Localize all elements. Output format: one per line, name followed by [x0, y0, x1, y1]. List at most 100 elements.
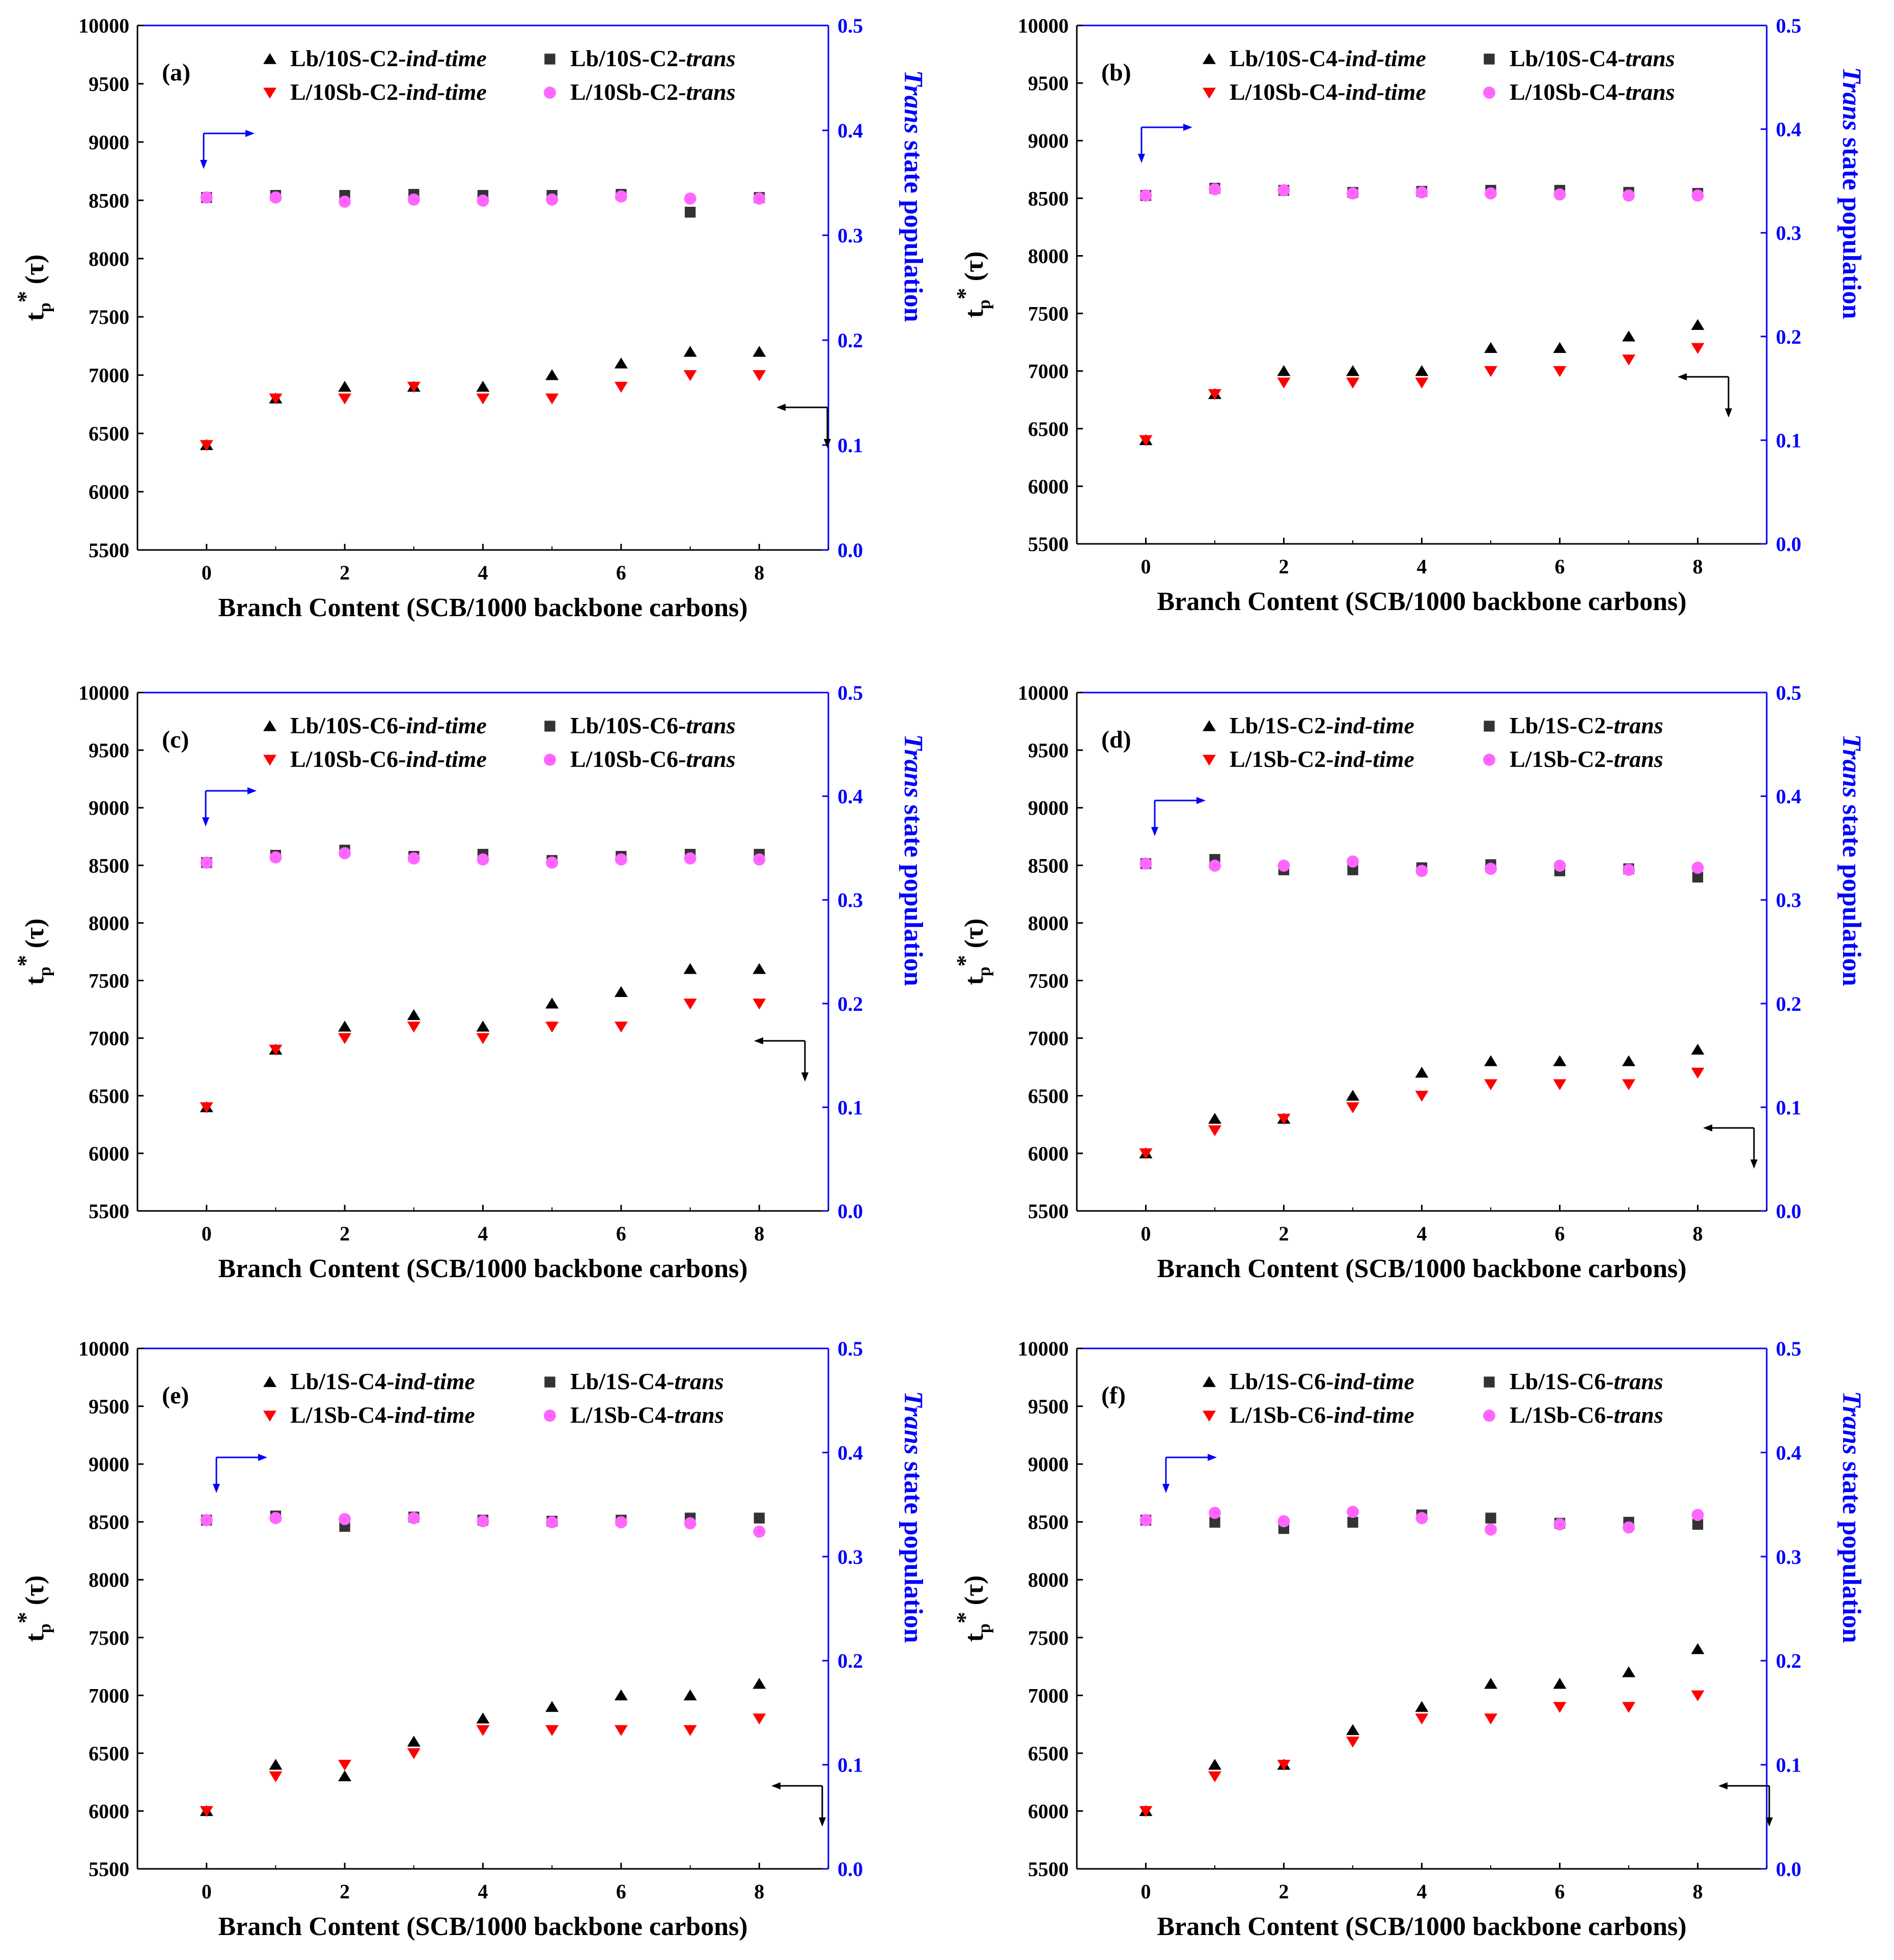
data-point — [753, 346, 766, 357]
data-point — [1415, 1066, 1429, 1078]
data-point — [1346, 1090, 1359, 1101]
right-tick-label: 0.2 — [1776, 992, 1801, 1015]
chart-panel-d: 5500 6000 6500 7000 7500 8000 8500 9000 9500 1000… — [952, 681, 1866, 1283]
legend-label: Lb/1S-C4-trans — [570, 1368, 724, 1394]
left-tick-label: 6000 — [89, 1800, 129, 1823]
x-axis-label: Branch Content (SCB/1000 backbone carbon… — [1157, 587, 1686, 616]
data-point — [1415, 377, 1429, 389]
right-axis-label: Trans state population — [1837, 1391, 1866, 1643]
data-point — [200, 1514, 213, 1527]
right-tick-label: 0.4 — [1776, 118, 1801, 141]
data-point — [477, 1515, 489, 1528]
left-tick-label: 6500 — [89, 1085, 129, 1108]
data-point — [684, 852, 697, 865]
data-point — [407, 852, 420, 865]
left-tick-label: 8500 — [1028, 187, 1069, 210]
data-point — [1553, 1518, 1566, 1531]
legend-label: Lb/10S-C4-ind-time — [1230, 45, 1426, 71]
x-tick-label: 0 — [1141, 1222, 1151, 1245]
data-point — [1208, 1771, 1221, 1783]
left-tick-label: 8500 — [1028, 854, 1069, 877]
data-point — [684, 192, 697, 205]
legend-label: L/10Sb-C2-ind-time — [290, 79, 487, 105]
data-point — [407, 381, 421, 393]
axis-pointer-arrow-left — [1678, 373, 1732, 418]
data-point — [1553, 1702, 1567, 1713]
panel-label: (e) — [162, 1382, 189, 1409]
data-point — [200, 440, 213, 451]
data-point — [339, 1513, 351, 1526]
x-tick-label: 0 — [202, 561, 212, 584]
left-tick-label: 9000 — [1028, 796, 1069, 819]
legend-marker — [263, 1376, 276, 1387]
data-point — [754, 1512, 765, 1524]
legend-marker — [544, 1410, 556, 1422]
series-triangle-down — [1139, 1690, 1705, 1817]
series-circle — [1139, 855, 1704, 877]
right-tick-label: 0.1 — [838, 1754, 863, 1777]
chart-panel-f: 5500 6000 6500 7000 7500 8000 8500 9000 9500 1000… — [952, 1337, 1866, 1941]
right-tick-label: 0.4 — [1776, 785, 1801, 808]
legend-label: L/10Sb-C2-trans — [570, 79, 736, 105]
data-point — [1691, 1067, 1705, 1079]
legend-item: Lb/1S-C2-trans — [1484, 712, 1663, 738]
data-point — [477, 195, 489, 207]
data-point — [615, 1516, 627, 1529]
left-axis-label: tp* (τ) — [12, 919, 54, 985]
data-point — [200, 191, 213, 204]
data-point — [1277, 1515, 1290, 1528]
x-tick-label: 0 — [202, 1880, 212, 1903]
data-point — [684, 1517, 697, 1530]
data-point — [1415, 186, 1428, 199]
data-point — [1484, 1079, 1497, 1090]
left-tick-label: 7500 — [1028, 1626, 1069, 1649]
legend-label: L/1Sb-C6-trans — [1510, 1402, 1663, 1428]
right-tick-label: 0.1 — [1776, 1754, 1801, 1777]
right-tick-label: 0.0 — [838, 1200, 863, 1223]
data-point — [1622, 330, 1635, 342]
data-point — [338, 393, 352, 405]
data-point — [1415, 1701, 1429, 1712]
legend-label: Lb/10S-C6-trans — [570, 712, 736, 738]
chart-panel-c: 5500 6000 6500 7000 7500 8000 8500 9000 9500 1000… — [12, 681, 928, 1283]
legend-item: L/1Sb-C4-ind-time — [263, 1402, 475, 1428]
data-point — [269, 1044, 283, 1056]
right-tick-label: 0.4 — [838, 785, 863, 808]
right-tick-label: 0.3 — [838, 224, 863, 247]
legend-item: L/1Sb-C2-ind-time — [1203, 746, 1414, 772]
x-tick-label: 2 — [340, 561, 350, 584]
data-point — [1691, 1043, 1705, 1055]
legend-item: L/10Sb-C6-ind-time — [263, 746, 487, 772]
panel-label: (c) — [162, 726, 189, 753]
panel-label: (d) — [1101, 726, 1131, 753]
data-point — [1139, 435, 1153, 447]
data-point — [546, 1516, 559, 1529]
left-tick-label: 7500 — [1028, 970, 1069, 992]
data-point — [1691, 1643, 1705, 1654]
data-point — [753, 999, 766, 1010]
x-axis-label: Branch Content (SCB/1000 backbone carbon… — [218, 1912, 747, 1941]
data-point — [1415, 365, 1429, 376]
data-point — [1347, 864, 1358, 875]
data-point — [200, 1102, 213, 1114]
data-point — [614, 357, 628, 369]
series-circle — [200, 1512, 766, 1538]
left-tick-label: 5500 — [89, 539, 129, 562]
left-tick-label: 7000 — [89, 1684, 129, 1707]
right-tick-label: 0.1 — [838, 434, 863, 457]
left-tick-label: 8500 — [89, 1511, 129, 1534]
data-point — [476, 1033, 490, 1044]
legend-label: Lb/10S-C6-ind-time — [290, 712, 487, 738]
legend-item: L/10Sb-C2-trans — [544, 79, 736, 105]
right-tick-label: 0.4 — [838, 119, 863, 142]
left-tick-label: 6500 — [1028, 1085, 1069, 1108]
right-tick-label: 0.3 — [838, 1545, 863, 1568]
chart-panel-b: 5500 6000 6500 7000 7500 8000 8500 9000 9500 1000… — [952, 14, 1866, 616]
data-point — [1208, 1125, 1221, 1137]
legend-label: Lb/10S-C2-trans — [570, 45, 736, 71]
left-tick-label: 8500 — [89, 854, 129, 877]
series-circle — [1139, 1505, 1704, 1536]
data-point — [407, 1009, 421, 1020]
data-point — [1553, 860, 1566, 872]
legend-item: L/1Sb-C4-trans — [544, 1402, 724, 1428]
